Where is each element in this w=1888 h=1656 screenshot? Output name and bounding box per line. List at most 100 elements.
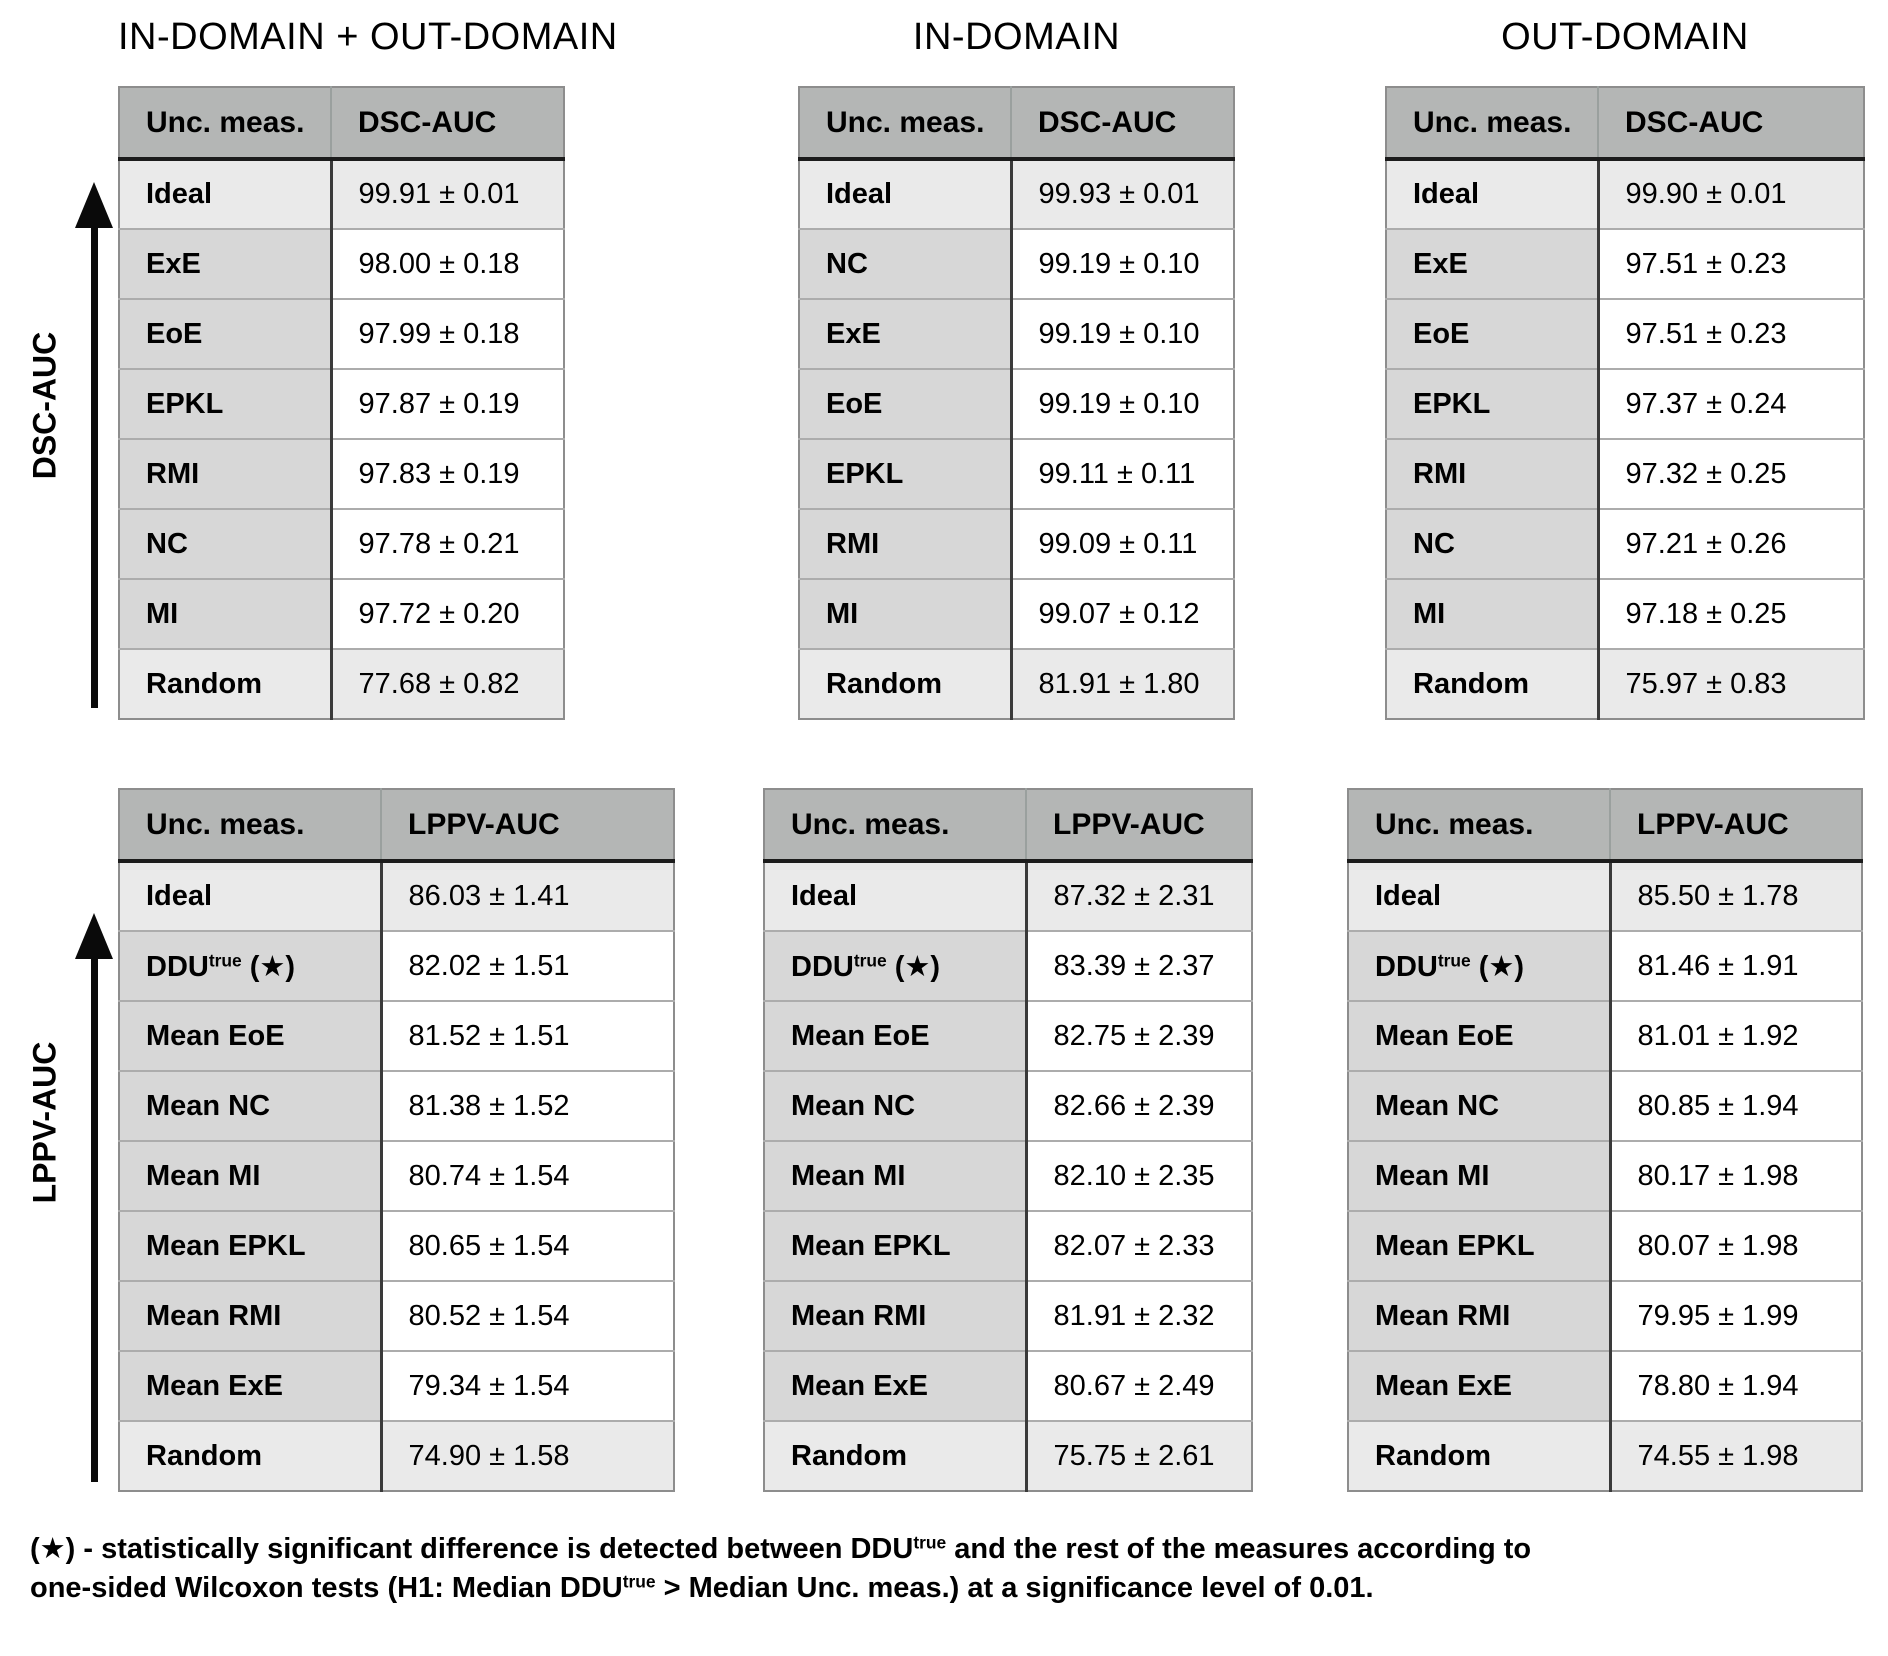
header-unc-meas: Unc. meas. bbox=[119, 789, 381, 863]
row-value-cell: 78.80 ± 1.94 bbox=[1608, 1350, 1862, 1421]
row-label-cell: Mean NC bbox=[119, 1070, 381, 1141]
row-value-cell: 81.46 ± 1.91 bbox=[1608, 930, 1862, 1001]
table-row: Mean MI 80.17 ± 1.98 bbox=[1348, 1140, 1862, 1211]
row-value-cell: 97.51 ± 0.23 bbox=[1596, 298, 1864, 369]
row-value-cell: 97.51 ± 0.23 bbox=[1596, 228, 1864, 299]
row-value-cell: 80.17 ± 1.98 bbox=[1608, 1140, 1862, 1211]
row-label-cell: Random bbox=[799, 648, 1011, 719]
table-row: Mean MI 80.74 ± 1.54 bbox=[119, 1140, 674, 1211]
table-row: EPKL 97.87 ± 0.19 bbox=[119, 368, 564, 439]
row-value-cell: 97.18 ± 0.25 bbox=[1596, 578, 1864, 649]
table-row: Mean NC 80.85 ± 1.94 bbox=[1348, 1070, 1862, 1141]
table-row: Mean ExE 80.67 ± 2.49 bbox=[764, 1350, 1252, 1421]
table-row: ExE 99.19 ± 0.10 bbox=[799, 298, 1234, 369]
row-label-cell: RMI bbox=[799, 508, 1011, 579]
row-value-cell: 99.19 ± 0.10 bbox=[1009, 298, 1234, 369]
row-label-cell: NC bbox=[1386, 508, 1598, 579]
table-row: RMI 99.09 ± 0.11 bbox=[799, 508, 1234, 579]
row-value-cell: 83.39 ± 2.37 bbox=[1024, 930, 1252, 1001]
table-row: Random 75.75 ± 2.61 bbox=[764, 1420, 1252, 1491]
row-label-cell: Mean RMI bbox=[119, 1280, 381, 1351]
table-row: Mean RMI 79.95 ± 1.99 bbox=[1348, 1280, 1862, 1351]
row-value-cell: 97.32 ± 0.25 bbox=[1596, 438, 1864, 509]
row-value-cell: 80.67 ± 2.49 bbox=[1024, 1350, 1252, 1421]
table-header-row: Unc. meas. DSC-AUC bbox=[1386, 87, 1864, 161]
header-metric: DSC-AUC bbox=[1010, 87, 1234, 161]
header-metric: DSC-AUC bbox=[1597, 87, 1864, 161]
row-value-cell: 99.91 ± 0.01 bbox=[329, 159, 564, 229]
table-row: EoE 97.51 ± 0.23 bbox=[1386, 298, 1864, 369]
table-row: EoE 97.99 ± 0.18 bbox=[119, 298, 564, 369]
row-label-cell: Mean EPKL bbox=[1348, 1210, 1610, 1281]
table-row: Ideal 99.91 ± 0.01 bbox=[119, 159, 564, 229]
table-row: Mean RMI 80.52 ± 1.54 bbox=[119, 1280, 674, 1351]
table-header-row: Unc. meas. DSC-AUC bbox=[119, 87, 564, 161]
row-label-cell: Random bbox=[764, 1420, 1026, 1491]
significance-star: (★) bbox=[241, 950, 296, 983]
up-arrow-icon bbox=[72, 182, 116, 708]
row-label-cell: Mean ExE bbox=[1348, 1350, 1610, 1421]
row-value-cell: 74.90 ± 1.58 bbox=[379, 1420, 674, 1491]
table-row: DDUtrue (★) 83.39 ± 2.37 bbox=[764, 930, 1252, 1001]
table-row: RMI 97.32 ± 0.25 bbox=[1386, 438, 1864, 509]
row-label-cell: DDUtrue (★) bbox=[764, 930, 1026, 1001]
row-label-cell: MI bbox=[799, 578, 1011, 649]
header-unc-meas: Unc. meas. bbox=[1386, 87, 1598, 161]
row-value-cell: 97.99 ± 0.18 bbox=[329, 298, 564, 369]
table-row: MI 97.72 ± 0.20 bbox=[119, 578, 564, 649]
row-label-cell: Random bbox=[1386, 648, 1598, 719]
table-row: Random 75.97 ± 0.83 bbox=[1386, 648, 1864, 719]
row-value-cell: 81.91 ± 1.80 bbox=[1009, 648, 1234, 719]
footnote-superscript: true bbox=[913, 1532, 947, 1553]
row-label-cell: EPKL bbox=[799, 438, 1011, 509]
row-value-cell: 81.01 ± 1.92 bbox=[1608, 1000, 1862, 1071]
table-row: Random 81.91 ± 1.80 bbox=[799, 648, 1234, 719]
dsc-auc-axis-label: DSC-AUC bbox=[26, 331, 63, 479]
row-label-cell: RMI bbox=[119, 438, 331, 509]
table-row: MI 97.18 ± 0.25 bbox=[1386, 578, 1864, 649]
table-row: Ideal 99.93 ± 0.01 bbox=[799, 159, 1234, 229]
row-value-cell: 82.75 ± 2.39 bbox=[1024, 1000, 1252, 1071]
table-dsc-auc-out-domain: Unc. meas. DSC-AUC Ideal 99.90 ± 0.01 ExE… bbox=[1385, 86, 1865, 720]
table-dsc-auc-in-out-domain: Unc. meas. DSC-AUC Ideal 99.91 ± 0.01 ExE… bbox=[118, 86, 565, 720]
row-label-cell: Mean NC bbox=[764, 1070, 1026, 1141]
ddu-true-superscript: true bbox=[208, 949, 242, 970]
row-value-cell: 80.52 ± 1.54 bbox=[379, 1280, 674, 1351]
row-label-cell: EPKL bbox=[1386, 368, 1598, 439]
table-row: EoE 99.19 ± 0.10 bbox=[799, 368, 1234, 439]
row-label-cell: NC bbox=[799, 228, 1011, 299]
row-value-cell: 98.00 ± 0.18 bbox=[329, 228, 564, 299]
table-row: Mean NC 81.38 ± 1.52 bbox=[119, 1070, 674, 1141]
row-value-cell: 97.37 ± 0.24 bbox=[1596, 368, 1864, 439]
row-value-cell: 75.97 ± 0.83 bbox=[1596, 648, 1864, 719]
table-row: Mean EPKL 82.07 ± 2.33 bbox=[764, 1210, 1252, 1281]
row-label-cell: DDUtrue (★) bbox=[1348, 930, 1610, 1001]
table-row: NC 97.78 ± 0.21 bbox=[119, 508, 564, 579]
table-row: Random 74.55 ± 1.98 bbox=[1348, 1420, 1862, 1491]
row-value-cell: 82.07 ± 2.33 bbox=[1024, 1210, 1252, 1281]
row-label-cell: Random bbox=[1348, 1420, 1610, 1491]
table-row: ExE 97.51 ± 0.23 bbox=[1386, 228, 1864, 299]
row-value-cell: 97.87 ± 0.19 bbox=[329, 368, 564, 439]
significance-star: (★) bbox=[1470, 950, 1525, 983]
row-label-cell: Mean MI bbox=[1348, 1140, 1610, 1211]
table-row: Mean RMI 81.91 ± 2.32 bbox=[764, 1280, 1252, 1351]
header-unc-meas: Unc. meas. bbox=[1348, 789, 1610, 863]
row-label-cell: Random bbox=[119, 1420, 381, 1491]
column-title-in-out-domain: IN-DOMAIN + OUT-DOMAIN bbox=[118, 16, 618, 58]
up-arrow-icon bbox=[72, 913, 116, 1482]
row-value-cell: 77.68 ± 0.82 bbox=[329, 648, 564, 719]
ddu-true-superscript: true bbox=[853, 949, 887, 970]
table-row: Mean EoE 81.52 ± 1.51 bbox=[119, 1000, 674, 1071]
lppv-auc-axis-label: LPPV-AUC bbox=[26, 1041, 63, 1204]
row-value-cell: 99.19 ± 0.10 bbox=[1009, 368, 1234, 439]
row-label-cell: Mean MI bbox=[119, 1140, 381, 1211]
row-value-cell: 74.55 ± 1.98 bbox=[1608, 1420, 1862, 1491]
table-row: Random 74.90 ± 1.58 bbox=[119, 1420, 674, 1491]
row-value-cell: 97.72 ± 0.20 bbox=[329, 578, 564, 649]
row-value-cell: 80.07 ± 1.98 bbox=[1608, 1210, 1862, 1281]
row-value-cell: 75.75 ± 2.61 bbox=[1024, 1420, 1252, 1491]
row-value-cell: 86.03 ± 1.41 bbox=[379, 861, 674, 931]
arrow-shaft bbox=[90, 955, 98, 1482]
row-label-cell: Mean ExE bbox=[119, 1350, 381, 1421]
